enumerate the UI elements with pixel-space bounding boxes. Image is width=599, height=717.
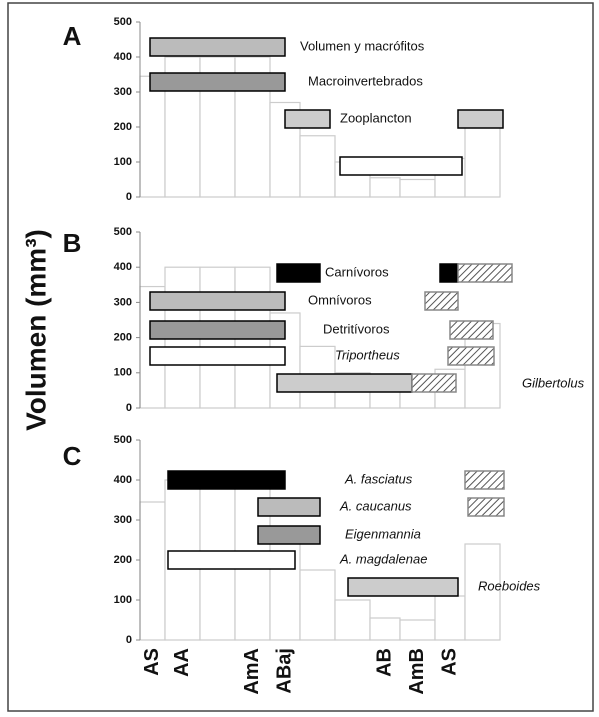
bar (334, 599, 371, 641)
range-bar (149, 37, 286, 57)
y-tick-label: 400 (114, 474, 132, 486)
y-tick-label: 0 (126, 634, 132, 646)
range-bar (457, 263, 513, 283)
range-bar (467, 497, 505, 517)
x-tick-label: AB (373, 648, 395, 677)
range-bar (457, 109, 504, 129)
x-tick-label: ABaj (273, 648, 295, 694)
bar (299, 135, 336, 198)
y-tick-label: 500 (114, 16, 132, 28)
range-bar (149, 291, 286, 311)
y-tick-label: 300 (114, 296, 132, 308)
y-tick-label: 0 (126, 402, 132, 414)
range-label: A. fasciatus (344, 471, 413, 486)
range-bar (464, 470, 505, 490)
range-bar (424, 291, 459, 311)
y-tick-label: 100 (114, 156, 132, 168)
bar (399, 619, 436, 641)
range-label: A. caucanus (339, 498, 412, 513)
range-bar (149, 72, 286, 92)
y-tick-label: 300 (114, 514, 132, 526)
x-tick-label: AmB (406, 648, 428, 695)
bar (399, 389, 436, 409)
y-tick-label: 0 (126, 191, 132, 203)
range-bar (447, 346, 495, 366)
range-label: Omnívoros (308, 292, 372, 307)
y-tick-label: 100 (114, 594, 132, 606)
range-label: Zooplancton (340, 110, 412, 125)
range-bar (276, 263, 321, 283)
bar (139, 75, 166, 198)
bar (269, 531, 301, 641)
range-label: Gilbertolus (522, 375, 585, 390)
y-tick-label: 500 (114, 226, 132, 238)
bar (434, 595, 466, 641)
range-bar (167, 550, 296, 570)
range-bar (347, 577, 459, 597)
y-tick-label: 400 (114, 51, 132, 63)
y-tick-label: 200 (114, 121, 132, 133)
range-bar (284, 109, 331, 129)
bar (369, 177, 401, 198)
range-bar (411, 373, 457, 393)
range-bar (339, 156, 463, 176)
range-label: Macroinvertebrados (308, 73, 423, 88)
y-tick-label: 100 (114, 367, 132, 379)
range-bar (257, 525, 321, 545)
range-bar (276, 373, 413, 393)
range-label: Detritívoros (323, 321, 390, 336)
bar (399, 178, 436, 198)
x-tick-label: AA (171, 648, 193, 677)
x-tick-label: AS (438, 648, 460, 676)
panel-label: A (63, 21, 82, 51)
range-label: Eigenmannia (345, 526, 421, 541)
y-axis-label: Volumen (mm³) (20, 229, 51, 431)
x-tick-label: AmA (241, 648, 263, 695)
range-label: Volumen y macrófitos (300, 38, 425, 53)
bar (369, 617, 401, 641)
y-tick-label: 300 (114, 86, 132, 98)
frame (7, 2, 594, 712)
range-bar (149, 346, 286, 366)
range-bar (439, 263, 459, 283)
range-bar (167, 470, 286, 490)
range-bar (257, 497, 321, 517)
range-label: Roeboides (478, 578, 541, 593)
panel-label: B (63, 228, 82, 258)
bar (464, 543, 501, 641)
range-label: A. magdalenae (339, 551, 427, 566)
y-tick-label: 200 (114, 554, 132, 566)
x-tick-label: AS (141, 648, 163, 676)
range-label: Triportheus (335, 347, 400, 362)
bar (139, 501, 166, 641)
bar (299, 569, 336, 641)
range-label: Carnívoros (325, 264, 389, 279)
panel-label: C (63, 441, 82, 471)
y-tick-label: 200 (114, 332, 132, 344)
range-bar (149, 320, 286, 340)
range-bar (449, 320, 494, 340)
y-tick-label: 400 (114, 261, 132, 273)
y-tick-label: 500 (114, 434, 132, 446)
